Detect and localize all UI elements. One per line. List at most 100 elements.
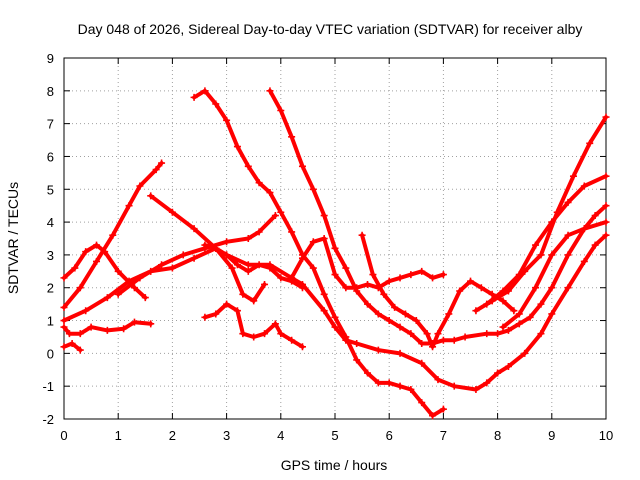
- series-s16: [499, 218, 610, 331]
- data-point: [374, 346, 382, 354]
- data-point: [580, 182, 588, 190]
- data-point: [130, 318, 138, 326]
- data-point: [472, 307, 480, 315]
- data-point: [223, 238, 231, 246]
- data-point: [201, 313, 209, 321]
- data-point: [255, 179, 263, 187]
- data-point: [434, 330, 442, 338]
- data-point: [60, 303, 68, 311]
- data-point: [450, 382, 458, 390]
- data-point: [353, 340, 361, 348]
- y-tick-label: 8: [47, 84, 54, 99]
- data-point: [374, 310, 382, 318]
- data-point: [60, 343, 68, 351]
- data-point: [179, 251, 187, 259]
- data-point: [532, 241, 540, 249]
- data-point: [407, 385, 415, 393]
- data-point: [271, 320, 279, 328]
- y-tick-label: 1: [47, 314, 54, 329]
- data-point: [60, 323, 68, 331]
- data-point: [201, 87, 209, 95]
- data-point: [461, 333, 469, 341]
- data-point: [136, 182, 144, 190]
- data-point: [60, 317, 68, 325]
- series-line: [148, 193, 267, 303]
- data-point: [385, 317, 393, 325]
- data-point: [477, 284, 485, 292]
- data-point: [141, 294, 149, 302]
- data-point: [385, 277, 393, 285]
- data-point: [586, 139, 594, 147]
- data-point: [504, 362, 512, 370]
- data-point: [602, 218, 610, 226]
- data-point: [548, 251, 556, 259]
- series-line: [202, 243, 305, 290]
- data-point: [103, 326, 111, 334]
- data-point: [342, 284, 350, 292]
- data-point: [380, 290, 388, 298]
- data-point: [239, 330, 247, 338]
- data-point: [439, 271, 447, 279]
- data-point: [537, 300, 545, 308]
- data-point: [320, 290, 328, 298]
- data-point: [309, 238, 317, 246]
- data-point: [526, 313, 534, 321]
- data-point: [439, 405, 447, 413]
- data-point: [168, 208, 176, 216]
- data-point: [494, 369, 502, 377]
- data-point: [250, 297, 258, 305]
- data-point: [255, 228, 263, 236]
- data-point: [76, 284, 84, 292]
- series-line: [289, 236, 446, 290]
- data-point: [152, 166, 160, 174]
- y-tick-label: 2: [47, 281, 54, 296]
- data-point: [212, 244, 220, 252]
- data-point: [364, 280, 372, 288]
- data-point: [358, 231, 366, 239]
- data-point: [532, 284, 540, 292]
- data-point: [228, 264, 236, 272]
- data-point: [277, 208, 285, 216]
- data-point: [483, 330, 491, 338]
- data-point: [418, 267, 426, 275]
- data-point: [76, 346, 84, 354]
- x-tick-label: 1: [115, 428, 122, 443]
- series-s7: [147, 192, 269, 305]
- data-point: [364, 369, 372, 377]
- data-point: [401, 310, 409, 318]
- data-point: [510, 307, 518, 315]
- series-layer: [60, 87, 610, 420]
- data-point: [82, 307, 90, 315]
- data-point: [103, 294, 111, 302]
- data-point: [569, 172, 577, 180]
- data-point: [190, 254, 198, 262]
- data-point: [385, 379, 393, 387]
- data-point: [429, 274, 437, 282]
- data-point: [266, 189, 274, 197]
- y-tick-label: 5: [47, 182, 54, 197]
- data-point: [320, 307, 328, 315]
- data-point: [261, 330, 269, 338]
- data-point: [266, 87, 274, 95]
- data-point: [223, 300, 231, 308]
- data-point: [369, 271, 377, 279]
- data-point: [120, 325, 128, 333]
- series-s12: [288, 235, 447, 292]
- series-s15: [483, 172, 610, 308]
- data-point: [68, 340, 76, 348]
- data-point: [548, 310, 556, 318]
- data-point: [320, 235, 328, 242]
- data-point: [136, 274, 144, 282]
- series-s1: [60, 340, 84, 354]
- series-s11: [201, 300, 306, 351]
- y-axis-label: SDTVAR / TECUs: [5, 182, 21, 294]
- series-s8: [190, 87, 447, 420]
- data-point: [298, 254, 306, 262]
- y-tick-label: 4: [47, 215, 54, 230]
- data-point: [499, 323, 507, 331]
- data-point: [418, 399, 426, 407]
- data-point: [266, 264, 274, 272]
- data-point: [244, 162, 252, 170]
- data-point: [483, 379, 491, 387]
- data-point: [331, 271, 339, 279]
